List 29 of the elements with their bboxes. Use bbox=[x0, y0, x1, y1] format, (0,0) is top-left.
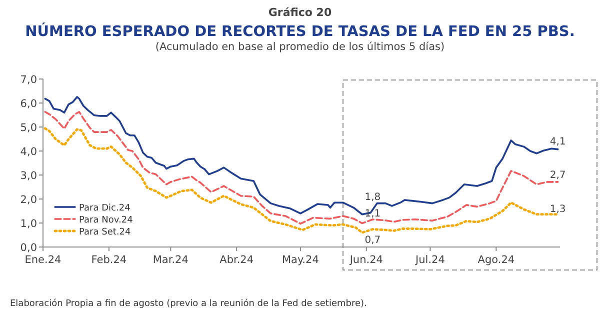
chart-title: NÚMERO ESPERADO DE RECORTES DE TASAS DE LA FED EN 25 PBS. bbox=[25, 22, 575, 40]
text: Elaboración Propia a fin de agosto (previo a la reunión de la Fed de setiembre). bbox=[10, 298, 367, 309]
y-tick-label: 4,0 bbox=[20, 146, 37, 158]
x-tick-label: Mar.24 bbox=[152, 254, 189, 266]
y-tick-label: 3,0 bbox=[20, 170, 37, 182]
x-tick-label: Feb.24 bbox=[91, 254, 127, 266]
annotation: 1,8 bbox=[364, 192, 381, 203]
y-tick-label: 1,0 bbox=[20, 218, 37, 230]
legend-label: Para Nov.24 bbox=[79, 216, 134, 226]
annotation: 2,7 bbox=[550, 170, 566, 182]
x-tick-label: May.24 bbox=[282, 254, 320, 266]
x-tick-label: Ago.24 bbox=[478, 254, 515, 266]
legend-label: Para Set.24 bbox=[79, 228, 131, 238]
y-tick-label: 2,0 bbox=[20, 194, 37, 206]
x-tick-label: Abr.24 bbox=[220, 254, 254, 266]
y-tick-label: 5,0 bbox=[20, 122, 37, 134]
annotation: 1,1 bbox=[364, 208, 381, 220]
annotation: 0,7 bbox=[364, 235, 381, 246]
x-tick-label: Ene.24 bbox=[24, 254, 62, 266]
chart-subtitle: (Acumulado en base al promedio de los últimos 5 días) bbox=[155, 41, 445, 53]
x-tick-label: Jul.24 bbox=[414, 254, 446, 266]
annotation: 1,3 bbox=[550, 204, 566, 215]
x-tick-label: Jun.24 bbox=[348, 254, 384, 266]
legend-label: Para Dic.24 bbox=[79, 204, 131, 214]
y-tick-label: 0,0 bbox=[20, 242, 37, 254]
y-tick-label: 7,0 bbox=[20, 74, 37, 86]
annotation: 4,1 bbox=[550, 136, 566, 148]
text: Gráfico 20 bbox=[268, 6, 332, 19]
y-tick-label: 6,0 bbox=[20, 98, 37, 110]
